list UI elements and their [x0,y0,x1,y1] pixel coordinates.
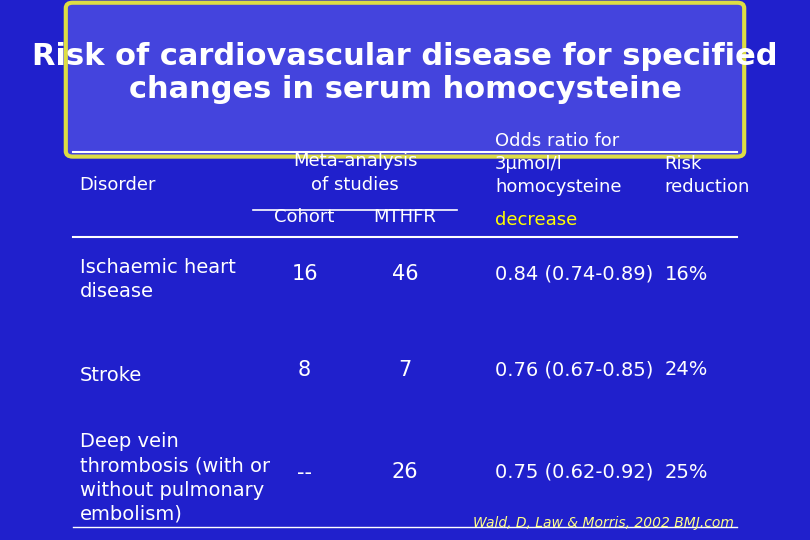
Text: Risk
reduction: Risk reduction [664,154,750,197]
Text: decrease: decrease [495,211,578,230]
Text: MTHFR: MTHFR [373,208,437,226]
Text: Odds ratio for
3μmol/l
homocysteine: Odds ratio for 3μmol/l homocysteine [495,132,621,195]
Text: 26: 26 [392,462,418,483]
Text: 0.84 (0.74-0.89): 0.84 (0.74-0.89) [495,265,653,284]
Text: 0.76 (0.67-0.85): 0.76 (0.67-0.85) [495,360,654,380]
Text: Meta-analysis
of studies: Meta-analysis of studies [293,152,417,194]
Text: Cohort: Cohort [275,208,335,226]
Text: 46: 46 [392,264,418,285]
Text: 7: 7 [399,360,411,380]
Text: Deep vein
thrombosis (with or
without pulmonary
embolism): Deep vein thrombosis (with or without pu… [79,432,270,524]
Text: 25%: 25% [664,463,708,482]
Text: 24%: 24% [664,360,708,380]
FancyBboxPatch shape [66,3,744,157]
Text: 8: 8 [298,360,311,380]
Text: 0.75 (0.62-0.92): 0.75 (0.62-0.92) [495,463,654,482]
Text: --: -- [297,462,312,483]
Text: Ischaemic heart
disease: Ischaemic heart disease [79,258,236,301]
Text: 16%: 16% [664,265,708,284]
Text: Stroke: Stroke [79,366,142,385]
Text: Wald, D, Law & Morris, 2002 BMJ.com: Wald, D, Law & Morris, 2002 BMJ.com [473,516,734,530]
Text: 16: 16 [292,264,318,285]
Text: Risk of cardiovascular disease for specified
changes in serum homocysteine: Risk of cardiovascular disease for speci… [32,42,778,104]
Text: Disorder: Disorder [79,176,156,194]
